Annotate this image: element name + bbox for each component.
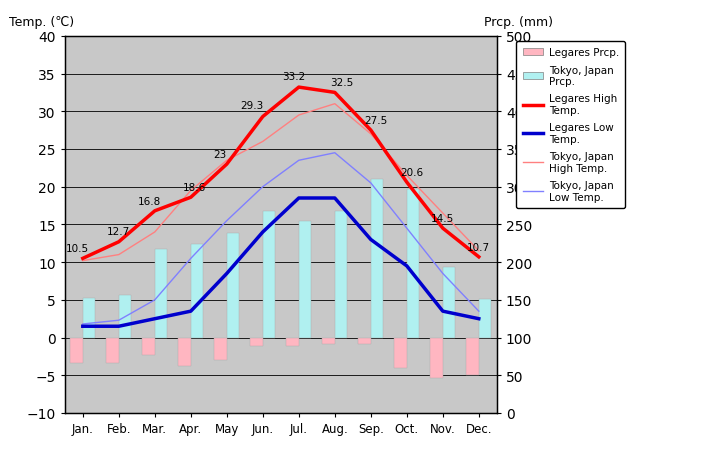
Bar [107,338,119,364]
Bar [251,338,263,346]
Bar [299,222,311,338]
Bar [323,338,335,345]
Text: 10.5: 10.5 [66,244,89,253]
Text: 23: 23 [213,150,226,159]
Text: 29.3: 29.3 [240,101,264,111]
Text: 16.8: 16.8 [138,196,161,206]
Bar [430,338,443,379]
Bar [263,211,275,338]
Text: 12.7: 12.7 [107,227,130,237]
Bar [394,338,407,368]
Text: 33.2: 33.2 [282,72,305,82]
Bar [155,250,167,338]
Text: 20.6: 20.6 [400,168,424,178]
Text: Temp. (℃): Temp. (℃) [9,16,73,29]
Text: 32.5: 32.5 [330,78,354,88]
Bar [479,299,491,338]
Bar [443,268,455,338]
Text: 18.6: 18.6 [183,183,206,192]
Text: 10.7: 10.7 [467,242,490,252]
Bar [191,245,203,338]
Bar [119,296,131,338]
Bar [371,180,383,338]
Bar [227,234,239,338]
Bar [407,190,419,338]
Legend: Legares Prcp., Tokyo, Japan
Prcp., Legares High
Temp., Legares Low
Temp., Tokyo,: Legares Prcp., Tokyo, Japan Prcp., Legar… [516,42,625,208]
Bar [335,211,347,338]
Bar [466,338,479,375]
Bar [179,338,191,366]
Bar [83,299,95,338]
Text: 14.5: 14.5 [431,213,454,224]
Text: Prcp. (mm): Prcp. (mm) [484,16,553,29]
Bar [359,338,371,345]
Bar [215,338,227,360]
Bar [142,338,155,355]
Text: 27.5: 27.5 [364,116,388,126]
Bar [287,338,299,346]
Bar [71,338,83,364]
